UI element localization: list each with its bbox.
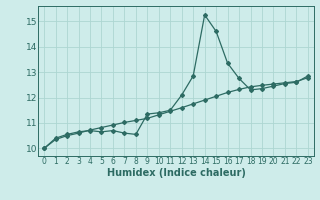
X-axis label: Humidex (Indice chaleur): Humidex (Indice chaleur) bbox=[107, 168, 245, 178]
